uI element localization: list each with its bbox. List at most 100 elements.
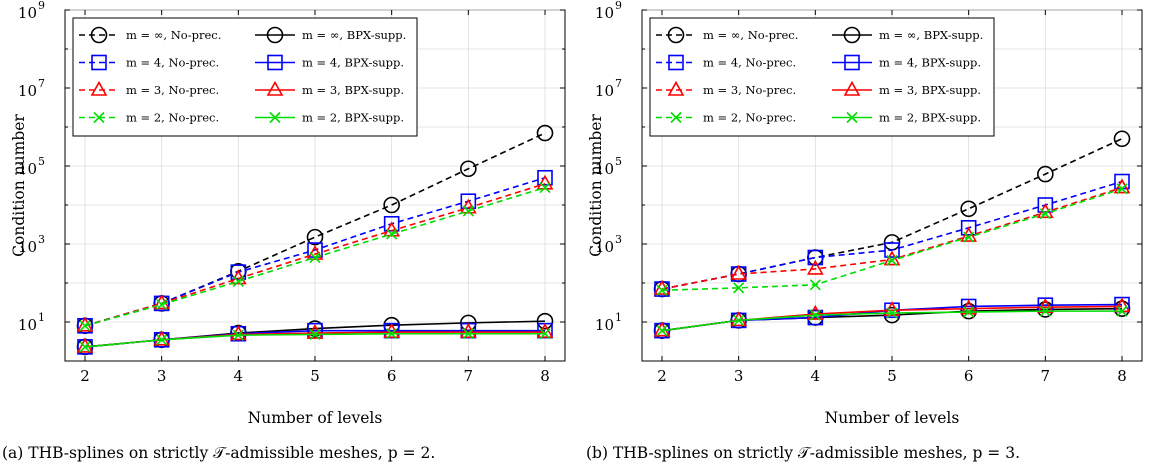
data-point [309, 328, 321, 340]
data-point [539, 181, 551, 194]
legend-item: m = ∞, No-prec. [79, 26, 221, 44]
series-6 [79, 181, 551, 332]
data-point [963, 231, 975, 243]
y-tick-label: 10 [18, 160, 37, 178]
data-point [76, 337, 94, 353]
data-point [306, 228, 324, 246]
data-point [960, 200, 977, 218]
x-tick-label: 5 [887, 367, 897, 385]
y-tick-label: 10 [18, 4, 37, 22]
data-point [539, 328, 551, 340]
legend-box [649, 17, 995, 137]
x-tick-label: 4 [234, 367, 244, 385]
series-line [84, 183, 546, 327]
data-point [536, 312, 554, 330]
data-point [383, 196, 400, 214]
series-7 [656, 305, 1128, 337]
data-point [229, 325, 247, 341]
data-point [960, 226, 978, 242]
x-tick-label: 3 [734, 367, 744, 385]
legend-item: m = 3, BPX-supp. [832, 80, 981, 97]
data-point [386, 328, 398, 340]
x-tick-label: 2 [80, 367, 90, 385]
legend-label: m = ∞, No-prec. [126, 28, 221, 42]
x-tick-label: 7 [464, 367, 474, 385]
legend-item: m = 4, No-prec. [656, 54, 796, 71]
data-point [809, 279, 821, 291]
y-tick-label-exponent: 5 [615, 155, 622, 168]
legend-marker [93, 111, 105, 124]
data-point [383, 221, 401, 237]
legend-item: m = ∞, BPX-supp. [832, 26, 983, 44]
data-point [960, 299, 978, 315]
legend-item: m = ∞, BPX-supp. [255, 26, 406, 44]
data-point [809, 309, 821, 321]
series-7 [79, 328, 551, 353]
data-point [536, 124, 554, 142]
legend-label: m = 3, No-prec. [703, 83, 796, 97]
data-point [156, 298, 168, 311]
legend: m = ∞, No-prec. m = ∞, BPX-supp. m = 4, No… [649, 17, 995, 137]
legend-label: m = 3, BPX-supp. [302, 83, 404, 97]
legend-marker [90, 26, 108, 44]
y-tick-label-exponent: 1 [38, 311, 45, 324]
data-point [1116, 305, 1128, 317]
y-tick-label-exponent: 9 [615, 0, 622, 12]
y-tick-label: 10 [595, 238, 614, 256]
y-tick-label: 10 [18, 82, 37, 100]
x-tick-label: 3 [157, 367, 167, 385]
x-tick-label: 6 [964, 367, 974, 385]
legend-label: m = 2, No-prec. [703, 111, 796, 125]
data-point [960, 220, 977, 236]
legend-marker [269, 111, 281, 124]
legend-item: m = 3, No-prec. [79, 80, 219, 97]
y-tick-label-exponent: 1 [615, 311, 622, 324]
y-tick-label-exponent: 9 [38, 0, 45, 12]
data-point [232, 275, 244, 287]
y-tick-label-exponent: 3 [38, 233, 45, 246]
data-point [1113, 130, 1131, 148]
data-point [460, 160, 477, 178]
legend-label: m = 2, BPX-supp. [879, 111, 981, 125]
series-6 [656, 183, 1128, 296]
data-point [309, 251, 321, 264]
data-point [232, 329, 244, 341]
data-point [730, 311, 748, 327]
legend-label: m = 4, BPX-supp. [879, 56, 981, 70]
legend: m = ∞, No-prec. m = ∞, BPX-supp. m = 4, No… [72, 17, 418, 137]
legend-marker [670, 111, 682, 124]
y-tick-label-exponent: 5 [38, 155, 45, 168]
data-point [462, 328, 474, 340]
legend-marker [90, 80, 108, 96]
x-axis-label: Number of levels [825, 409, 960, 427]
data-point [883, 250, 901, 266]
data-point [156, 334, 168, 346]
legend-label: m = 3, No-prec. [126, 83, 219, 97]
y-axis-label: Condition number [587, 114, 605, 257]
x-tick-label: 4 [811, 367, 821, 385]
data-point [886, 254, 898, 266]
legend-marker [843, 80, 861, 96]
data-point [886, 307, 898, 319]
legend-item: m = ∞, No-prec. [656, 26, 798, 44]
x-tick-label: 8 [1117, 367, 1127, 385]
y-tick-label: 10 [18, 238, 37, 256]
caption-a: (a) THB-splines on strictly 𝒯-admissible… [2, 444, 436, 462]
legend-label: m = 2, No-prec. [126, 111, 219, 125]
legend-marker [846, 111, 858, 124]
legend-marker [266, 80, 284, 96]
legend-item: m = 4, BPX-supp. [255, 54, 404, 71]
legend-label: m = 4, BPX-supp. [302, 56, 404, 70]
x-tick-label: 5 [310, 367, 320, 385]
data-point [386, 228, 398, 240]
x-tick-label: 7 [1041, 367, 1051, 385]
legend-item: m = 2, BPX-supp. [832, 111, 981, 125]
data-point [1039, 305, 1051, 317]
data-point [807, 249, 824, 266]
data-point [1037, 165, 1054, 183]
legend-label: m = 4, No-prec. [703, 56, 796, 70]
legend-marker [668, 54, 684, 71]
legend-marker [667, 26, 685, 44]
y-tick-label: 10 [18, 316, 37, 334]
